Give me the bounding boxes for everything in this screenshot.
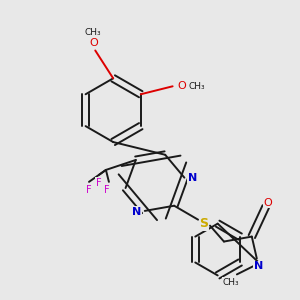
Text: F: F [104,185,110,195]
Text: O: O [89,38,98,47]
Text: N: N [188,173,197,183]
Text: F: F [86,185,92,195]
Text: S: S [200,217,208,230]
Text: CH₃: CH₃ [223,278,239,287]
Text: N: N [254,261,263,272]
Text: O: O [263,198,272,208]
Text: CH₃: CH₃ [188,82,205,91]
Text: N: N [132,207,141,217]
Text: F: F [96,178,102,188]
Text: CH₃: CH₃ [85,28,102,37]
Text: O: O [177,81,186,91]
